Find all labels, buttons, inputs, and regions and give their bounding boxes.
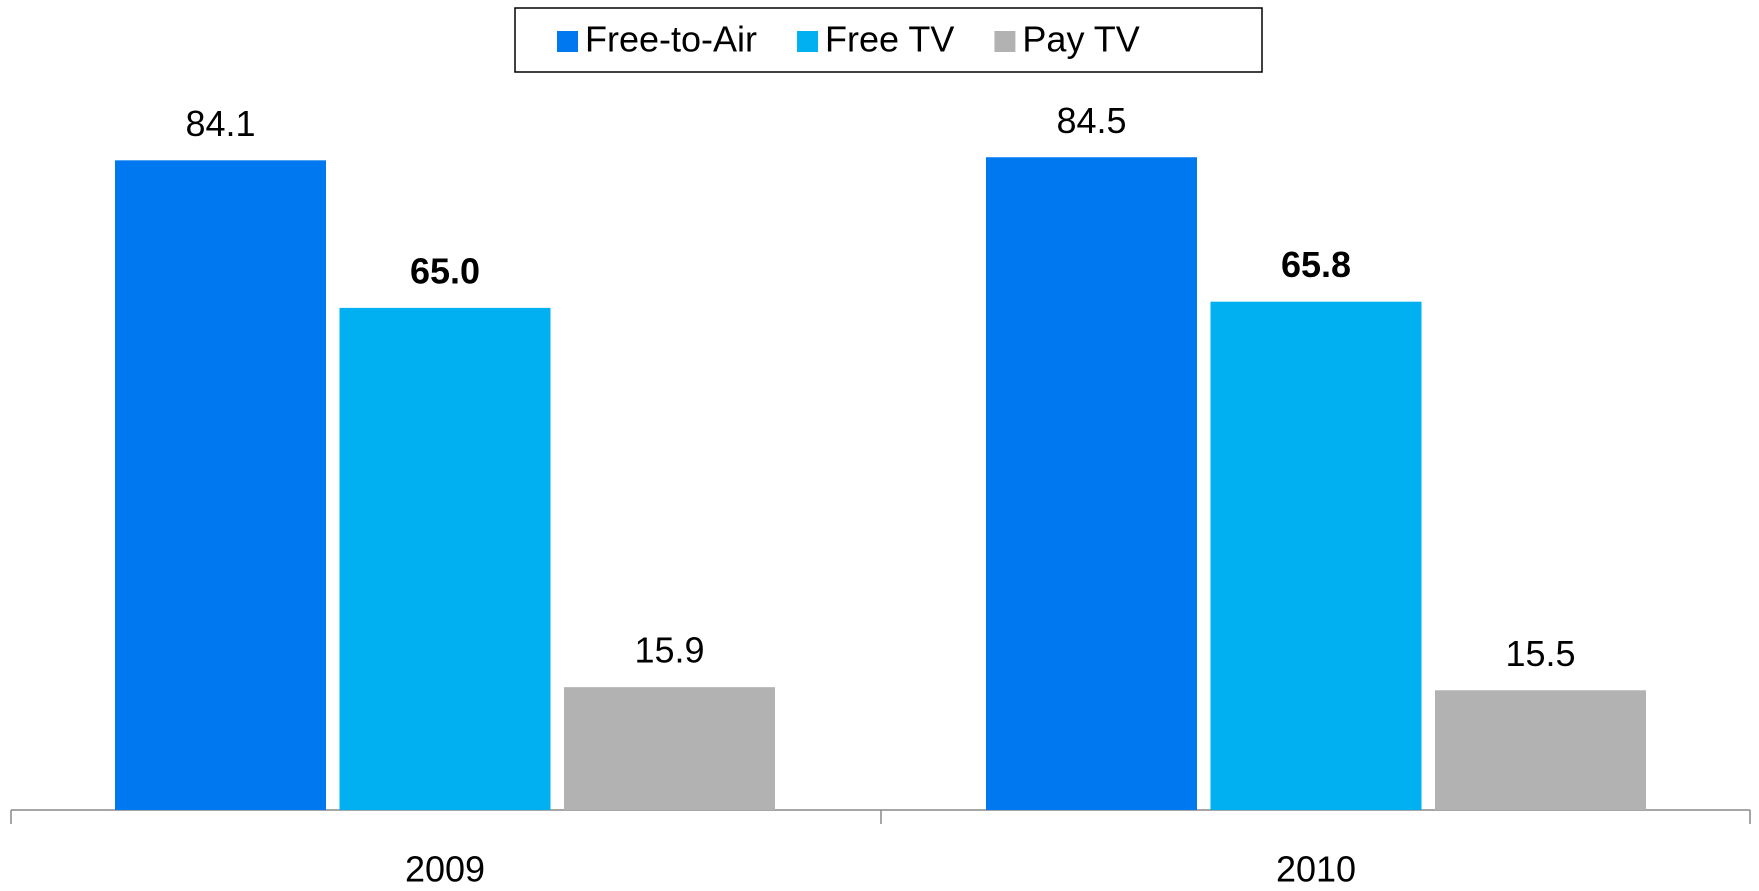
bar xyxy=(564,687,775,810)
bar xyxy=(1210,301,1422,810)
legend-swatch xyxy=(557,31,578,52)
x-tick-label: 2010 xyxy=(1276,849,1356,890)
data-label: 65.8 xyxy=(1281,244,1351,285)
legend-box xyxy=(514,7,1263,73)
data-label: 65.0 xyxy=(410,250,480,291)
bar xyxy=(115,160,326,810)
legend-swatch xyxy=(994,31,1016,52)
data-label: 15.9 xyxy=(634,630,704,671)
bar xyxy=(986,157,1197,811)
bar xyxy=(1435,690,1646,810)
legend-label: Free TV xyxy=(825,19,954,60)
data-label: 15.5 xyxy=(1505,633,1575,674)
x-tick-label: 2009 xyxy=(405,849,485,890)
legend-swatch xyxy=(797,31,819,52)
data-label: 84.1 xyxy=(185,103,255,144)
legend-label: Free-to-Air xyxy=(585,19,757,60)
legend-label: Pay TV xyxy=(1022,19,1139,60)
data-label: 84.5 xyxy=(1056,100,1126,141)
bar xyxy=(339,307,551,810)
